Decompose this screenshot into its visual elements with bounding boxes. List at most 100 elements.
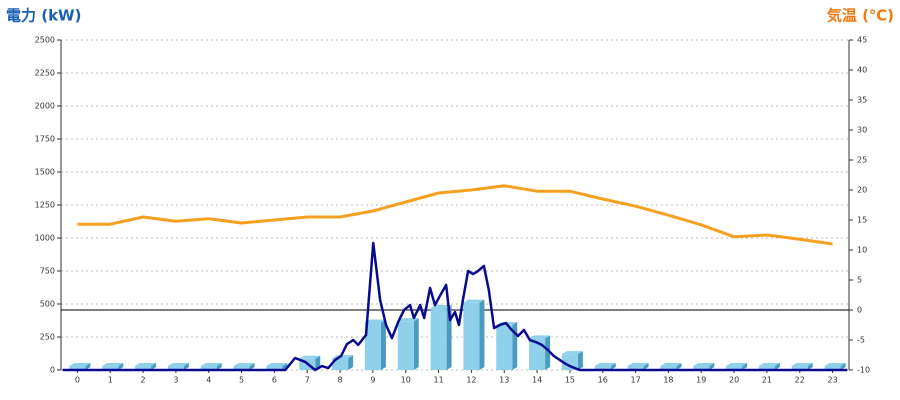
- y-tick-label: 1250: [35, 201, 55, 210]
- y-tick-label: 750: [40, 267, 55, 276]
- bar-top: [594, 363, 616, 366]
- x-tick-label: 18: [663, 376, 673, 385]
- bar: [102, 366, 119, 370]
- bar-side: [742, 363, 748, 370]
- bar-side: [577, 351, 583, 370]
- y-tick-label: 500: [40, 300, 55, 309]
- bar-top: [561, 351, 583, 355]
- bar-side: [545, 335, 551, 370]
- y2-tick-label: 45: [857, 36, 867, 45]
- line: [77, 184, 833, 246]
- bar: [627, 366, 644, 370]
- bar: [594, 366, 611, 370]
- bar-side: [512, 322, 518, 370]
- x-tick-label: 21: [762, 376, 772, 385]
- bar-side: [282, 363, 288, 370]
- y2-tick-label: -5: [857, 336, 865, 345]
- y-tick-label: 1500: [35, 168, 55, 177]
- bar: [529, 338, 546, 370]
- bar-side: [709, 363, 715, 370]
- bar: [463, 302, 480, 370]
- y-tick-label: 1000: [35, 234, 55, 243]
- x-tick-label: 4: [206, 376, 211, 385]
- bar-side: [774, 363, 780, 370]
- bar-side: [348, 355, 354, 370]
- y2-tick-label: 35: [857, 96, 867, 105]
- x-tick-label: 5: [239, 376, 244, 385]
- x-tick-label: 22: [795, 376, 805, 385]
- bar-side: [249, 363, 255, 370]
- bar-side: [807, 363, 813, 370]
- y2-tick-label: 30: [857, 126, 867, 135]
- bar: [430, 307, 447, 370]
- x-tick-label: 15: [565, 376, 575, 385]
- bar-top: [200, 363, 222, 366]
- x-tick-label: 3: [173, 376, 178, 385]
- bar: [233, 366, 250, 370]
- x-tick-label: 13: [499, 376, 509, 385]
- bar-top: [364, 319, 386, 323]
- bar: [660, 366, 677, 370]
- bar: [135, 366, 152, 370]
- y2-tick-label: 20: [857, 186, 867, 195]
- y-tick-label: 2250: [35, 69, 55, 78]
- bar-side: [118, 363, 124, 370]
- bar: [332, 358, 349, 370]
- y-tick-label: 2500: [35, 36, 55, 45]
- y-tick-label: 250: [40, 333, 55, 342]
- y2-tick-label: 15: [857, 216, 867, 225]
- bar: [791, 366, 808, 370]
- bar-side: [85, 363, 91, 370]
- bar-side: [151, 363, 157, 370]
- x-tick-label: 10: [401, 376, 411, 385]
- x-tick-label: 23: [827, 376, 837, 385]
- y2-tick-label: 0: [857, 306, 862, 315]
- x-tick-label: 2: [141, 376, 146, 385]
- bar-top: [627, 363, 649, 366]
- y2-tick-label: 40: [857, 66, 867, 75]
- x-tick-label: 8: [338, 376, 343, 385]
- bar-side: [610, 363, 616, 370]
- bar-top: [824, 363, 846, 366]
- x-tick-label: 16: [598, 376, 608, 385]
- bar-side: [216, 363, 222, 370]
- right-axis-title: 気温 (℃): [827, 7, 894, 25]
- bar: [364, 322, 381, 370]
- y2-tick-label: 10: [857, 246, 867, 255]
- x-tick-label: 0: [75, 376, 80, 385]
- y-tick-label: 0: [50, 366, 55, 375]
- x-tick-label: 11: [433, 376, 443, 385]
- bar-top: [791, 363, 813, 366]
- y2-tick-label: 25: [857, 156, 867, 165]
- y-tick-label: 1750: [35, 135, 55, 144]
- bar-side: [446, 304, 452, 370]
- line: [62, 241, 848, 372]
- y2-tick-label: 5: [857, 276, 862, 285]
- y2-tick-label: -10: [857, 366, 870, 375]
- x-tick-label: 7: [305, 376, 310, 385]
- bar-top: [266, 363, 288, 366]
- bar-top: [102, 363, 124, 366]
- bar: [397, 321, 414, 370]
- bar: [693, 366, 710, 370]
- bar: [561, 354, 578, 370]
- bar-top: [758, 363, 780, 366]
- x-tick-label: 9: [370, 376, 375, 385]
- x-tick-label: 14: [532, 376, 542, 385]
- left-axis-title: 電力 (kW): [6, 7, 81, 25]
- bar: [200, 366, 217, 370]
- bar-top: [529, 335, 551, 339]
- x-tick-label: 17: [630, 376, 640, 385]
- bar-side: [380, 319, 386, 370]
- bar-top: [135, 363, 157, 366]
- x-tick-label: 20: [729, 376, 739, 385]
- bar-top: [463, 299, 485, 303]
- bar: [824, 366, 841, 370]
- x-tick-label: 1: [108, 376, 113, 385]
- bar: [167, 366, 184, 370]
- bar-top: [726, 363, 748, 366]
- bar: [266, 366, 283, 370]
- x-tick-label: 6: [272, 376, 277, 385]
- bar-side: [676, 363, 682, 370]
